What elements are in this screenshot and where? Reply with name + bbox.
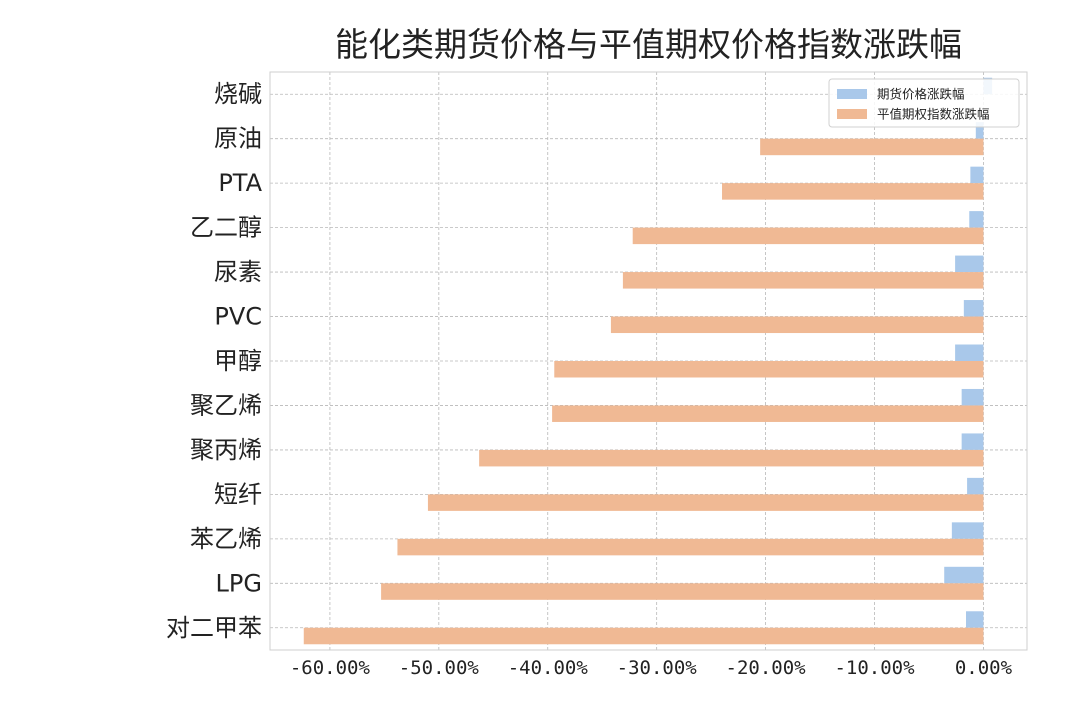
x-tick-label: -10.00%	[834, 657, 915, 679]
bar-series-1-10	[967, 477, 984, 495]
bar-series-1-13	[966, 611, 984, 628]
bar-series-1-3	[970, 166, 984, 184]
bar-series-2-2	[760, 138, 984, 156]
x-tick-labels: -60.00% -50.00% -40.00% -30.00% -20.00% -10.0…	[290, 657, 1013, 679]
category-label: LPG	[216, 569, 262, 597]
category-label: 对二甲苯	[166, 614, 262, 642]
x-tick-label: 0.00%	[955, 657, 1013, 679]
x-tick-label: -60.00%	[290, 657, 371, 679]
bar-series-1-5	[955, 255, 984, 273]
legend-label: 平值期权指数涨跌幅	[877, 107, 990, 122]
bar-series-2-12	[381, 583, 984, 600]
category-label: 烧碱	[214, 80, 262, 108]
bars	[303, 77, 993, 645]
category-label: 原油	[214, 125, 262, 153]
bar-series-1-7	[955, 344, 984, 361]
x-tick-label: -20.00%	[726, 657, 807, 679]
bar-series-2-8	[552, 405, 984, 422]
bar-series-1-6	[963, 300, 984, 317]
bar-series-2-3	[722, 183, 984, 200]
category-label: 聚丙烯	[190, 436, 262, 464]
bar-series-2-9	[479, 449, 984, 467]
bar-series-1-9	[961, 433, 984, 450]
legend-box	[828, 78, 1020, 128]
legend-label: 期货价格涨跌幅	[877, 87, 965, 102]
category-label: PTA	[218, 169, 262, 197]
category-label: 聚乙烯	[190, 391, 262, 419]
category-label: 短纤	[214, 480, 262, 508]
bar-series-2-7	[554, 361, 984, 378]
x-tick-label: -40.00%	[508, 657, 589, 679]
bar-series-2-13	[303, 627, 984, 645]
bar-series-2-5	[622, 272, 984, 289]
legend-swatch	[837, 89, 867, 99]
category-label: 乙二醇	[190, 214, 262, 242]
bar-series-2-4	[632, 227, 984, 245]
legend-swatch	[837, 109, 867, 119]
bar-series-1-8	[961, 388, 984, 406]
bar-series-2-10	[427, 494, 984, 511]
bar-series-1-11	[951, 522, 984, 539]
category-label: PVC	[214, 303, 262, 331]
category-label: 尿素	[214, 258, 262, 286]
x-tick-label: -50.00%	[399, 657, 480, 679]
chart-title: 能化类期货价格与平值期权价格指数涨跌幅	[335, 25, 962, 64]
plot-frame	[269, 71, 1028, 651]
bar-series-1-2	[975, 122, 984, 139]
bar-series-1-12	[944, 566, 984, 584]
bar-series-2-11	[397, 538, 984, 556]
x-tick-label: -30.00%	[617, 657, 698, 679]
category-label: 苯乙烯	[190, 525, 262, 553]
category-label: 甲醇	[214, 347, 262, 375]
bar-series-1-4	[969, 211, 984, 228]
bar-series-2-6	[610, 316, 984, 334]
